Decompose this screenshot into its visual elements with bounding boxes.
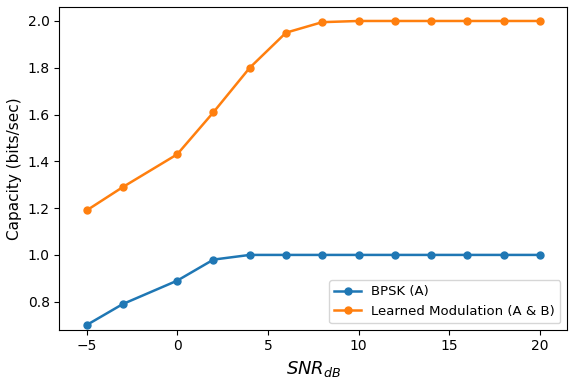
BPSK (A) [83, 323, 90, 327]
BPSK (A) [391, 252, 398, 257]
Learned Modulation (A & B) [119, 185, 126, 190]
Learned Modulation (A & B) [500, 19, 507, 23]
Learned Modulation (A & B) [464, 19, 471, 23]
BPSK (A) [500, 252, 507, 257]
X-axis label: $SNR_{dB}$: $SNR_{dB}$ [285, 359, 341, 379]
Learned Modulation (A & B) [246, 66, 253, 70]
Legend: BPSK (A), Learned Modulation (A & B): BPSK (A), Learned Modulation (A & B) [329, 280, 560, 323]
BPSK (A) [210, 257, 217, 262]
BPSK (A) [355, 252, 362, 257]
Learned Modulation (A & B) [319, 20, 325, 24]
BPSK (A) [319, 252, 325, 257]
BPSK (A) [282, 252, 289, 257]
Learned Modulation (A & B) [537, 19, 544, 23]
Y-axis label: Capacity (bits/sec): Capacity (bits/sec) [7, 97, 22, 240]
Learned Modulation (A & B) [174, 152, 181, 157]
BPSK (A) [174, 278, 181, 283]
BPSK (A) [537, 252, 544, 257]
Learned Modulation (A & B) [282, 30, 289, 35]
Learned Modulation (A & B) [83, 208, 90, 213]
BPSK (A) [246, 252, 253, 257]
Learned Modulation (A & B) [428, 19, 435, 23]
BPSK (A) [119, 302, 126, 306]
BPSK (A) [428, 252, 435, 257]
Learned Modulation (A & B) [355, 19, 362, 23]
Line: Learned Modulation (A & B): Learned Modulation (A & B) [83, 17, 544, 214]
BPSK (A) [464, 252, 471, 257]
Learned Modulation (A & B) [210, 110, 217, 115]
Learned Modulation (A & B) [391, 19, 398, 23]
Line: BPSK (A): BPSK (A) [83, 251, 544, 328]
